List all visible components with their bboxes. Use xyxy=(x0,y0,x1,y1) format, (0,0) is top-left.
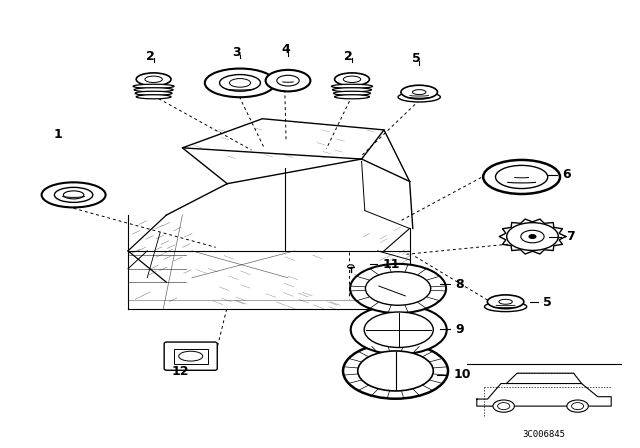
Ellipse shape xyxy=(230,78,251,87)
Bar xyxy=(174,349,207,364)
Ellipse shape xyxy=(567,400,588,412)
Text: 3: 3 xyxy=(232,46,241,60)
Ellipse shape xyxy=(348,265,354,268)
Ellipse shape xyxy=(42,182,106,207)
Ellipse shape xyxy=(351,305,447,354)
Ellipse shape xyxy=(332,84,372,88)
Ellipse shape xyxy=(398,92,440,102)
Ellipse shape xyxy=(135,91,172,95)
Ellipse shape xyxy=(493,400,515,412)
Ellipse shape xyxy=(401,85,438,99)
Ellipse shape xyxy=(134,88,173,92)
Ellipse shape xyxy=(350,264,446,313)
Text: 5: 5 xyxy=(543,296,552,309)
Ellipse shape xyxy=(133,84,174,88)
Ellipse shape xyxy=(364,312,433,348)
Text: 7: 7 xyxy=(566,230,575,243)
Text: 9: 9 xyxy=(456,323,464,336)
Ellipse shape xyxy=(365,272,431,305)
Ellipse shape xyxy=(343,343,448,399)
Text: 8: 8 xyxy=(456,278,464,291)
Ellipse shape xyxy=(220,74,260,91)
Ellipse shape xyxy=(572,403,584,409)
Ellipse shape xyxy=(499,299,513,304)
Text: 6: 6 xyxy=(562,168,570,181)
Ellipse shape xyxy=(358,351,433,391)
Text: 3C006845: 3C006845 xyxy=(522,430,566,439)
Ellipse shape xyxy=(413,90,426,95)
Text: 1: 1 xyxy=(53,128,62,141)
Ellipse shape xyxy=(205,69,275,97)
Ellipse shape xyxy=(507,223,558,250)
Ellipse shape xyxy=(483,160,560,194)
Ellipse shape xyxy=(521,230,544,243)
Ellipse shape xyxy=(343,76,361,82)
Ellipse shape xyxy=(145,76,163,82)
Ellipse shape xyxy=(529,235,536,238)
Ellipse shape xyxy=(277,75,300,86)
Ellipse shape xyxy=(136,95,171,99)
Ellipse shape xyxy=(335,73,369,86)
Ellipse shape xyxy=(335,95,369,99)
Ellipse shape xyxy=(54,187,93,202)
Ellipse shape xyxy=(333,91,371,95)
Ellipse shape xyxy=(63,191,84,199)
Ellipse shape xyxy=(488,295,524,309)
Ellipse shape xyxy=(136,73,171,86)
Ellipse shape xyxy=(484,302,527,312)
Text: 2: 2 xyxy=(146,49,155,63)
Ellipse shape xyxy=(333,88,371,92)
Text: 12: 12 xyxy=(172,365,189,379)
Ellipse shape xyxy=(495,165,548,189)
Text: 4: 4 xyxy=(282,43,291,56)
FancyBboxPatch shape xyxy=(164,342,218,370)
Text: 5: 5 xyxy=(412,52,420,65)
Text: 10: 10 xyxy=(453,368,470,382)
Text: 2: 2 xyxy=(344,49,353,63)
Ellipse shape xyxy=(179,351,203,361)
Text: 11: 11 xyxy=(383,258,400,271)
Ellipse shape xyxy=(498,403,509,409)
Ellipse shape xyxy=(266,70,310,91)
